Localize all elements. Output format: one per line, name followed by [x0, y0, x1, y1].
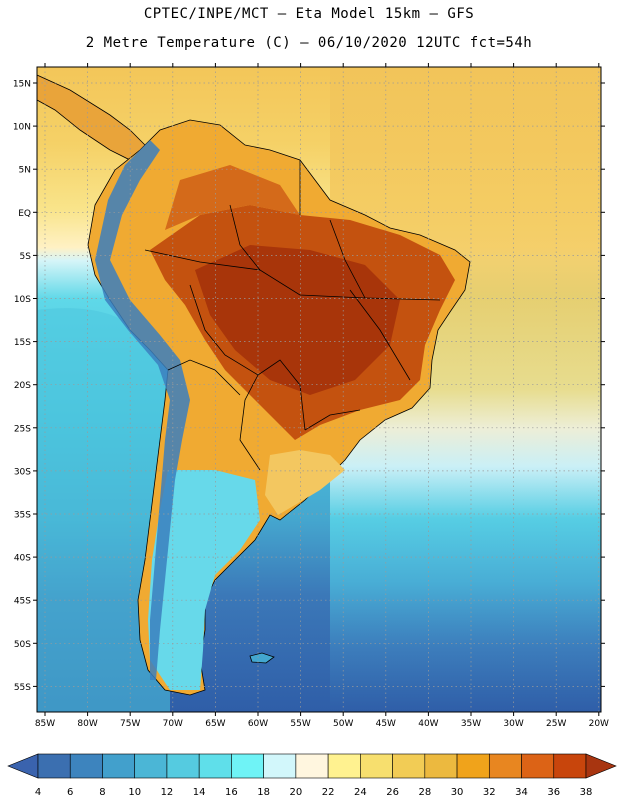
colorbar-label: 20: [290, 787, 303, 798]
lat-label: 55S: [14, 683, 31, 693]
colorbar-label: 36: [547, 787, 560, 798]
lat-label: 5N: [19, 166, 31, 176]
lat-label: 15S: [14, 338, 31, 348]
colorbar-swatch: [553, 753, 587, 779]
colorbar-label: 4: [35, 787, 41, 798]
lat-label: 40S: [14, 554, 31, 564]
colorbar-label: 8: [99, 787, 105, 798]
colorbar-swatch: [392, 753, 426, 779]
lat-label: 5S: [20, 252, 32, 262]
colorbar-label: 30: [451, 787, 464, 798]
country-borders: [144, 160, 441, 471]
colorbar-swatch: [198, 753, 232, 779]
colorbar-label: 24: [354, 787, 367, 798]
lat-label: 10S: [14, 295, 31, 305]
lon-label: 35W: [461, 719, 481, 729]
lon-label: 80W: [77, 719, 97, 729]
lon-label: 25W: [546, 719, 566, 729]
title-line-1: CPTEC/INPE/MCT – Eta Model 15km – GFS: [143, 6, 475, 22]
pacific-cool-zone: [37, 308, 170, 712]
lat-label: 35S: [14, 511, 31, 521]
colorbar-swatch: [37, 753, 71, 779]
colorbar-swatch: [521, 753, 555, 779]
colorbar-swatch: [102, 753, 136, 779]
uruguay-mild-zone: [265, 450, 345, 515]
lon-label: 65W: [205, 719, 225, 729]
northern-warm-zone: [165, 165, 300, 230]
lon-label: 50W: [333, 719, 353, 729]
colorbar-swatch: [456, 753, 490, 779]
lon-label: 40W: [418, 719, 438, 729]
lon-label: 45W: [376, 719, 396, 729]
falkland-islands: [249, 652, 275, 664]
andes-cold-strip: [95, 140, 190, 680]
colorbar-label: 28: [418, 787, 431, 798]
colorbar-swatch: [231, 753, 264, 779]
colorbar: [7, 753, 617, 779]
lat-label: EQ: [18, 209, 31, 219]
lon-label: 85W: [35, 719, 55, 729]
lon-label: 75W: [120, 719, 140, 729]
lat-label: 45S: [14, 597, 31, 607]
colorbar-label: 6: [67, 787, 73, 798]
colorbar-label: 12: [161, 787, 174, 798]
title-line-2: 2 Metre Temperature (C) – 06/10/2020 12U…: [85, 35, 533, 51]
longitude-labels: 85W 80W 75W 70W 65W 60W 55W 50W 45W 40W 35W 30W 25W 2…: [35, 719, 609, 729]
colorbar-label: 22: [322, 787, 335, 798]
lat-label: 15N: [13, 80, 31, 90]
lon-label: 55W: [290, 719, 310, 729]
lat-label: 30S: [14, 467, 31, 477]
lon-label: 30W: [503, 719, 523, 729]
colorbar-swatch: [69, 753, 103, 779]
colorbar-label: 10: [128, 787, 141, 798]
latitude-labels: 15N 10N 5N EQ 5S 10S 15S 20S 25S 30S 35S 40S 45S 50S 5…: [13, 80, 31, 693]
colorbar-swatch: [488, 753, 522, 779]
colorbar-swatch: [295, 753, 329, 779]
map-frame: [36, 66, 602, 713]
colorbar-swatch: [166, 753, 200, 779]
interior-hottest-zone: [195, 245, 400, 395]
colorbar-arrow-low: [7, 753, 39, 779]
colorbar-label: 18: [257, 787, 270, 798]
lon-label: 20W: [589, 719, 609, 729]
colorbar-labels: 4 6 8 10 12 14 16 18 20 22 24 26 28 30 32 34 36 38: [35, 787, 593, 798]
colorbar-label: 14: [193, 787, 206, 798]
lat-label: 50S: [14, 640, 31, 650]
lon-label: 70W: [163, 719, 183, 729]
colorbar-label: 34: [515, 787, 528, 798]
colorbar-label: 38: [580, 787, 593, 798]
lon-label: 60W: [248, 719, 268, 729]
colorbar-swatch: [327, 753, 361, 779]
colorbar-label: 32: [483, 787, 496, 798]
lat-label: 25S: [14, 424, 31, 434]
map-area: [37, 67, 601, 712]
colorbar-label: 16: [225, 787, 238, 798]
colorbar-swatch: [134, 753, 168, 779]
lat-label: 20S: [14, 381, 31, 391]
colorbar-arrow-high: [585, 753, 617, 779]
colorbar-swatch: [424, 753, 458, 779]
patagonia-cool-zone: [148, 470, 260, 690]
colorbar-label: 26: [386, 787, 399, 798]
axis-ticks: [33, 63, 605, 716]
colorbar-swatch: [360, 753, 393, 779]
lat-label: 10N: [13, 123, 31, 133]
colorbar-swatch: [263, 753, 297, 779]
